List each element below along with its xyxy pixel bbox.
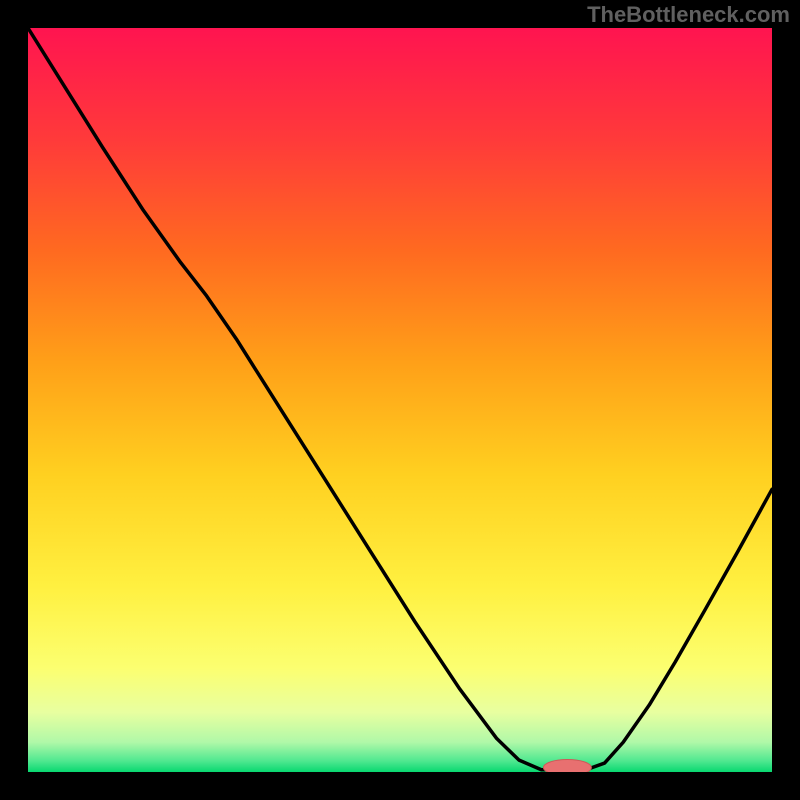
chart-svg (28, 28, 772, 772)
watermark-text: TheBottleneck.com (587, 2, 790, 28)
bottleneck-chart (28, 28, 772, 772)
chart-background (28, 28, 772, 772)
optimal-marker (543, 760, 591, 772)
